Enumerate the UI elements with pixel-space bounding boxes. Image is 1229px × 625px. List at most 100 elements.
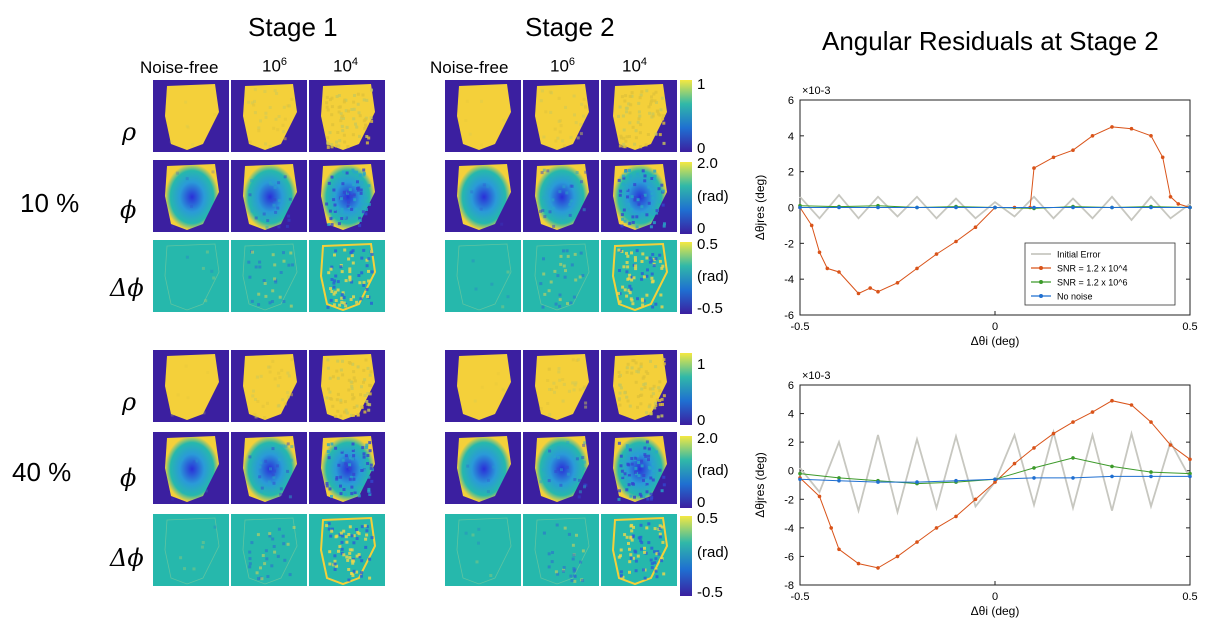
- series-point-0-1: [825, 266, 830, 271]
- heatmap-phi-40-s1-c3: [309, 432, 385, 504]
- series-point-1-1: [1129, 403, 1134, 407]
- colorbar-rho-10: [680, 80, 692, 152]
- y-axis-label-1: Δθjres (deg): [753, 452, 767, 517]
- colorbar-phi-10: [680, 162, 692, 234]
- series-point-0-3: [993, 205, 997, 210]
- series-point-1-2: [1188, 471, 1192, 476]
- series-point-0-1: [876, 289, 880, 294]
- series-point-1-1: [993, 480, 997, 484]
- row-symbol-phi-10: ϕ: [120, 196, 137, 224]
- heatmap-phi-40-s2-c2: [523, 432, 599, 504]
- series-point-0-3: [1188, 205, 1192, 210]
- series-line-1-0: [799, 428, 1191, 516]
- legend-entry-0: Initial Error: [1057, 250, 1101, 260]
- heatmap-phi-10-s1-c2: [231, 160, 307, 232]
- series-point-1-2: [1110, 464, 1114, 469]
- stage1-title: Stage 1: [248, 12, 338, 42]
- series-point-1-1: [1051, 431, 1056, 436]
- heatmap-dphi-10-s2-c3: [601, 240, 677, 312]
- y-tick-label-0: -2: [784, 238, 794, 250]
- heatmap-dphi-10-s1-c1: [153, 240, 229, 312]
- x-axis-label-0: Δθi (deg): [971, 334, 1020, 348]
- colorbar-dphi-40: [680, 516, 692, 596]
- series-point-0-3: [837, 205, 841, 210]
- colorbar-rho-10-bottom: 0: [697, 140, 706, 157]
- series-point-0-3: [798, 205, 802, 210]
- heatmap-phi-40-s1-c1: [153, 432, 229, 504]
- plot-frame-1: [799, 384, 1191, 586]
- series-point-1-2: [1149, 470, 1153, 474]
- heatmap-rho-10-s2-c2: [523, 80, 599, 152]
- stage2-col-1e6: 106: [550, 56, 576, 76]
- series-point-1-1: [1090, 410, 1095, 414]
- colorbar-phi-40-top: 2.0: [697, 430, 718, 447]
- colorbar-dphi-10: [680, 242, 692, 314]
- series-point-0-1: [1110, 125, 1114, 129]
- series-point-1-1: [856, 561, 861, 566]
- heatmap-rho-40-s2-c2: [523, 350, 599, 422]
- x-tick-label-1: -0.5: [791, 591, 810, 603]
- series-point-0-3: [1071, 205, 1075, 210]
- series-point-1-1: [829, 526, 833, 530]
- series-point-0-1: [1090, 134, 1095, 138]
- series-point-1-3: [1149, 474, 1153, 479]
- series-point-1-1: [954, 514, 958, 519]
- series-point-1-1: [837, 547, 841, 552]
- series-point-1-2: [1032, 466, 1036, 470]
- series-point-0-3: [1110, 205, 1114, 210]
- series-point-1-1: [817, 494, 822, 499]
- heatmap-dphi-40-s1-c1: [153, 514, 229, 586]
- series-line-0-0: [799, 193, 1191, 222]
- series-point-0-1: [817, 250, 822, 255]
- series-point-0-1: [934, 252, 939, 256]
- row-symbol-dphi-40: Δϕ: [110, 544, 144, 572]
- y-tick-label-0: -4: [784, 274, 794, 286]
- x-tick-label-0: -0.5: [791, 321, 810, 333]
- colorbar-dphi-10-mid: (rad): [697, 268, 729, 285]
- colorbar-rho-10-top: 1: [697, 76, 706, 93]
- heatmap-dphi-40-s2-c1: [445, 514, 521, 586]
- series-point-1-1: [915, 540, 919, 544]
- legend-entry-1: SNR = 1.2 x 10^4: [1057, 264, 1128, 274]
- colorbar-dphi-10-top: 0.5: [697, 236, 718, 253]
- series-point-1-1: [1110, 398, 1114, 403]
- stage2-col-noisefree: Noise-free: [430, 58, 509, 77]
- residuals-title: Angular Residuals at Stage 2: [822, 26, 1159, 56]
- stage1-col-noisefree: Noise-free: [140, 58, 219, 77]
- heatmap-dphi-40-s2-c2: [523, 514, 599, 586]
- y-tick-label-1: 2: [788, 437, 794, 449]
- series-point-0-1: [915, 266, 919, 271]
- legend-marker-3: [1039, 294, 1043, 298]
- series-point-1-1: [1032, 446, 1036, 450]
- series-point-0-1: [856, 291, 861, 296]
- heatmap-phi-10-s1-c1: [153, 160, 229, 232]
- heatmap-phi-40-s2-c3: [601, 432, 677, 504]
- y-tick-label-1: -4: [784, 523, 794, 535]
- y-multiplier-0: ×10-3: [802, 85, 830, 97]
- series-point-0-1: [1071, 148, 1075, 152]
- x-tick-label-1: 0.5: [1182, 591, 1197, 603]
- series-point-0-3: [915, 205, 919, 210]
- series-point-1-1: [1071, 420, 1075, 424]
- colorbar-rho-40: [680, 353, 692, 425]
- heatmap-dphi-40-s1-c2: [231, 514, 307, 586]
- series-point-0-1: [973, 225, 978, 229]
- series-point-1-1: [1168, 443, 1173, 447]
- series-point-0-1: [837, 270, 841, 274]
- y-axis-label-0: Δθjres (deg): [753, 175, 767, 240]
- heatmap-rho-10-s2-c3: [601, 80, 677, 152]
- legend-entry-3: No noise: [1057, 292, 1093, 302]
- heatmap-rho-10-s1-c1: [153, 80, 229, 152]
- series-point-1-3: [954, 478, 958, 483]
- y-tick-label-0: 6: [788, 95, 794, 107]
- series-point-0-1: [1032, 166, 1036, 170]
- series-point-1-1: [973, 497, 978, 502]
- row-symbol-phi-40: ϕ: [120, 464, 137, 492]
- series-point-1-3: [1110, 474, 1114, 479]
- series-point-1-1: [895, 554, 900, 559]
- series-point-0-1: [954, 239, 958, 244]
- series-point-0-1: [895, 281, 900, 285]
- series-point-1-3: [915, 480, 919, 484]
- block-label-10: 10 %: [20, 188, 80, 218]
- heatmap-phi-10-s2-c1: [445, 160, 521, 232]
